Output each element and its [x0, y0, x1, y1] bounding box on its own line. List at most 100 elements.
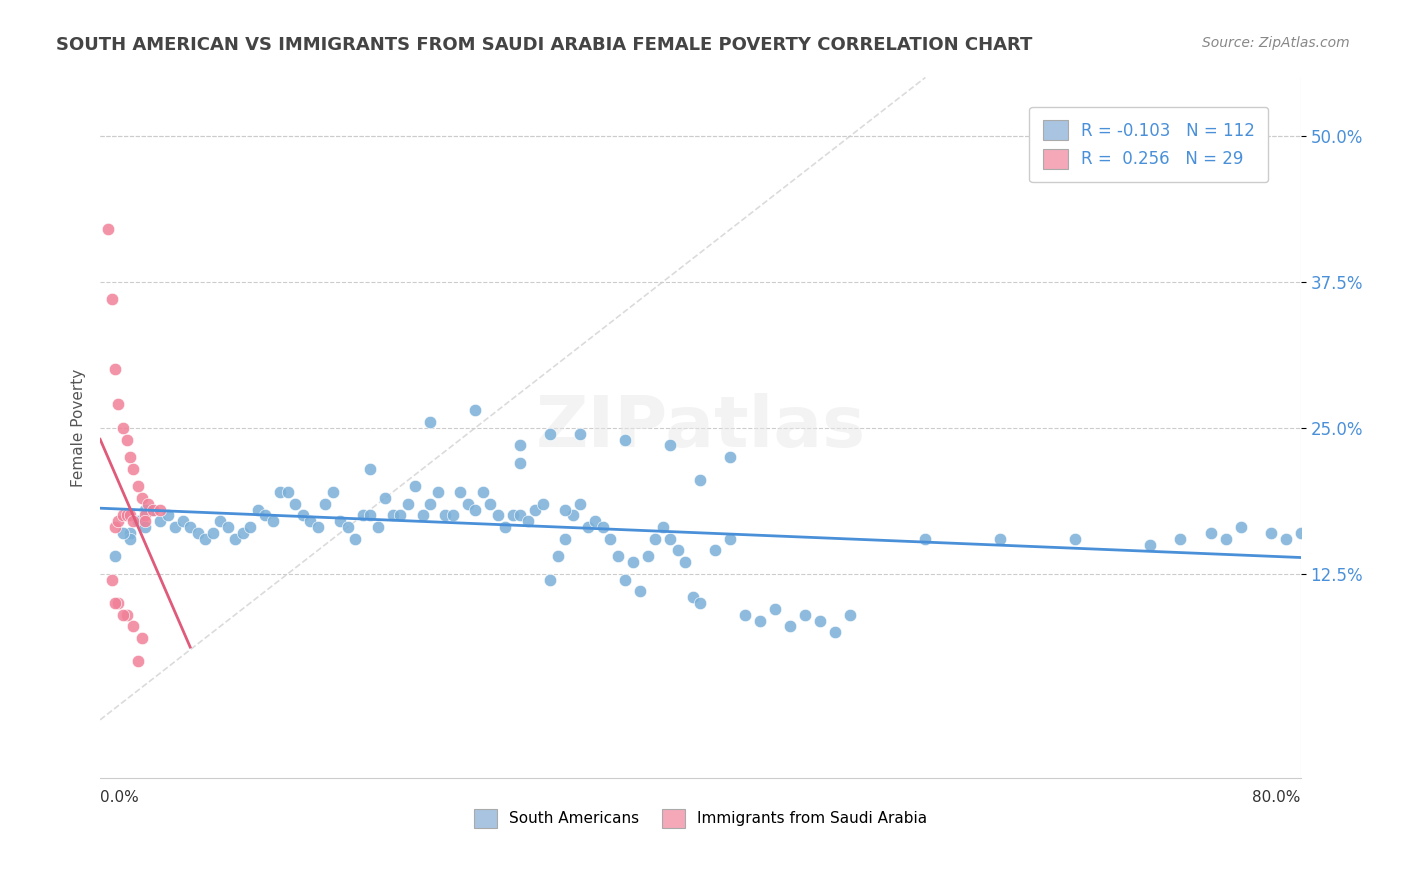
Point — [1139, 538, 1161, 552]
Point — [419, 497, 441, 511]
Point — [187, 525, 209, 540]
Point — [464, 502, 486, 516]
Point — [97, 222, 120, 236]
Point — [352, 508, 374, 523]
Point — [1274, 532, 1296, 546]
Point — [1289, 525, 1312, 540]
Point — [136, 497, 159, 511]
Point — [224, 532, 246, 546]
Point — [336, 520, 359, 534]
Point — [464, 403, 486, 417]
Point — [614, 433, 637, 447]
Point — [509, 456, 531, 470]
Point — [479, 497, 502, 511]
Point — [131, 631, 153, 645]
Point — [441, 508, 464, 523]
Point — [254, 508, 277, 523]
Point — [344, 532, 367, 546]
Point — [614, 573, 637, 587]
Point — [381, 508, 404, 523]
Point — [689, 596, 711, 610]
Point — [538, 426, 561, 441]
Point — [107, 514, 129, 528]
Text: 80.0%: 80.0% — [1253, 790, 1301, 805]
Point — [299, 514, 322, 528]
Point — [583, 514, 606, 528]
Point — [111, 607, 134, 622]
Legend: South Americans, Immigrants from Saudi Arabia: South Americans, Immigrants from Saudi A… — [468, 803, 934, 834]
Point — [269, 485, 291, 500]
Point — [104, 596, 127, 610]
Point — [314, 497, 336, 511]
Point — [120, 508, 142, 523]
Point — [637, 549, 659, 564]
Point — [127, 514, 149, 528]
Point — [284, 497, 307, 511]
Point — [434, 508, 457, 523]
Point — [839, 607, 862, 622]
Point — [763, 602, 786, 616]
Point — [209, 514, 232, 528]
Point — [509, 508, 531, 523]
Point — [142, 502, 165, 516]
Point — [824, 625, 846, 640]
Point — [101, 573, 124, 587]
Point — [120, 450, 142, 464]
Point — [120, 525, 142, 540]
Point — [134, 520, 156, 534]
Point — [666, 543, 689, 558]
Point — [232, 525, 254, 540]
Point — [291, 508, 314, 523]
Point — [122, 619, 145, 633]
Point — [262, 514, 284, 528]
Point — [494, 520, 516, 534]
Point — [122, 514, 145, 528]
Point — [115, 508, 138, 523]
Point — [628, 584, 651, 599]
Point — [142, 502, 165, 516]
Point — [115, 433, 138, 447]
Point — [524, 502, 547, 516]
Point — [621, 555, 644, 569]
Point — [689, 474, 711, 488]
Point — [404, 479, 426, 493]
Point — [120, 532, 142, 546]
Point — [107, 596, 129, 610]
Point — [554, 502, 576, 516]
Point — [194, 532, 217, 546]
Point — [531, 497, 554, 511]
Point — [749, 614, 772, 628]
Point — [115, 607, 138, 622]
Point — [359, 461, 381, 475]
Point — [704, 543, 727, 558]
Text: Source: ZipAtlas.com: Source: ZipAtlas.com — [1202, 36, 1350, 50]
Point — [107, 397, 129, 411]
Point — [457, 497, 479, 511]
Y-axis label: Female Poverty: Female Poverty — [72, 368, 86, 487]
Point — [329, 514, 352, 528]
Point — [1170, 532, 1192, 546]
Point — [277, 485, 299, 500]
Point — [201, 525, 224, 540]
Point — [547, 549, 569, 564]
Point — [554, 532, 576, 546]
Point — [426, 485, 449, 500]
Point — [111, 525, 134, 540]
Point — [419, 415, 441, 429]
Point — [734, 607, 756, 622]
Point — [794, 607, 817, 622]
Point — [389, 508, 412, 523]
Point — [718, 532, 741, 546]
Point — [538, 573, 561, 587]
Point — [111, 508, 134, 523]
Point — [561, 508, 583, 523]
Point — [127, 479, 149, 493]
Point — [509, 438, 531, 452]
Point — [471, 485, 494, 500]
Point — [1064, 532, 1087, 546]
Point — [659, 438, 682, 452]
Point — [1229, 520, 1251, 534]
Point — [990, 532, 1012, 546]
Point — [307, 520, 329, 534]
Point — [486, 508, 509, 523]
